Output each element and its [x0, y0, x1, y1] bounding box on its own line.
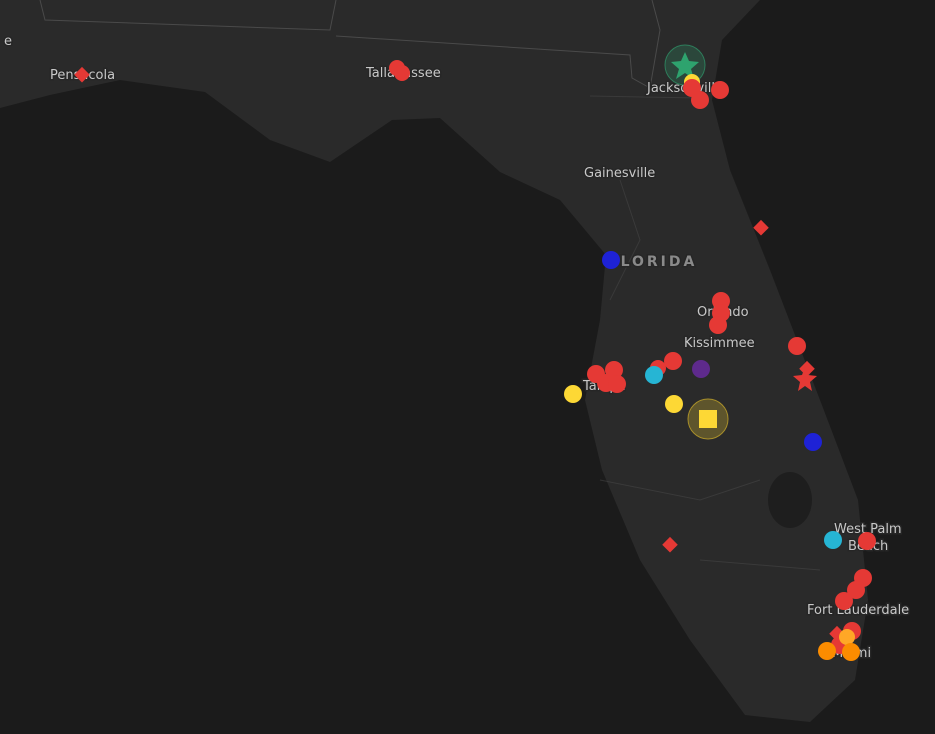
marker[interactable] — [824, 531, 842, 549]
square-marker[interactable] — [699, 410, 717, 428]
land — [0, 0, 868, 722]
markers — [74, 44, 876, 661]
marker[interactable] — [692, 360, 710, 378]
marker[interactable] — [608, 375, 626, 393]
city-label: e — [4, 34, 12, 49]
marker[interactable] — [605, 361, 623, 379]
star-marker[interactable] — [793, 367, 817, 391]
marker[interactable] — [691, 91, 709, 109]
star-marker[interactable] — [671, 52, 699, 79]
state-label: FLORIDA — [608, 254, 697, 270]
marker[interactable] — [665, 395, 683, 413]
marker[interactable] — [664, 352, 682, 370]
lake — [768, 472, 812, 528]
marker[interactable] — [847, 581, 865, 599]
marker[interactable] — [602, 251, 620, 269]
marker[interactable] — [818, 642, 836, 660]
marker[interactable] — [645, 366, 663, 384]
marker[interactable] — [711, 81, 729, 99]
marker[interactable] — [835, 592, 853, 610]
city-label: Gainesville — [584, 166, 655, 181]
marker[interactable] — [858, 532, 876, 550]
county-lines — [589, 95, 821, 571]
marker[interactable] — [842, 643, 860, 661]
marker[interactable] — [788, 337, 806, 355]
marker[interactable] — [804, 433, 822, 451]
city-label: Kissimmee — [684, 336, 755, 351]
state-border — [39, 0, 661, 89]
diamond-marker[interactable] — [662, 536, 678, 553]
city-label: Fort Lauderdale — [807, 603, 909, 618]
diamond-marker[interactable] — [74, 66, 90, 83]
marker[interactable] — [564, 385, 582, 403]
marker[interactable] — [394, 65, 410, 81]
city-label: West Palm — [834, 522, 902, 537]
marker[interactable] — [839, 629, 855, 645]
marker[interactable] — [709, 316, 727, 334]
diamond-marker[interactable] — [753, 219, 769, 236]
